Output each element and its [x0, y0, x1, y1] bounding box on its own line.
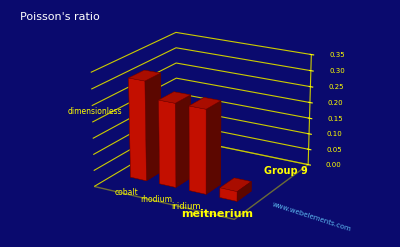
Text: www.webelements.com: www.webelements.com [272, 201, 352, 232]
Text: Poisson's ratio: Poisson's ratio [20, 12, 100, 22]
